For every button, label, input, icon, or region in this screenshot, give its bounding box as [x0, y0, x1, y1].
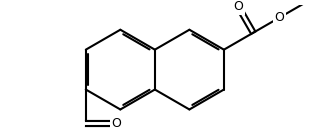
Text: O: O	[233, 0, 243, 13]
Text: O: O	[275, 11, 285, 24]
Text: O: O	[111, 117, 121, 130]
